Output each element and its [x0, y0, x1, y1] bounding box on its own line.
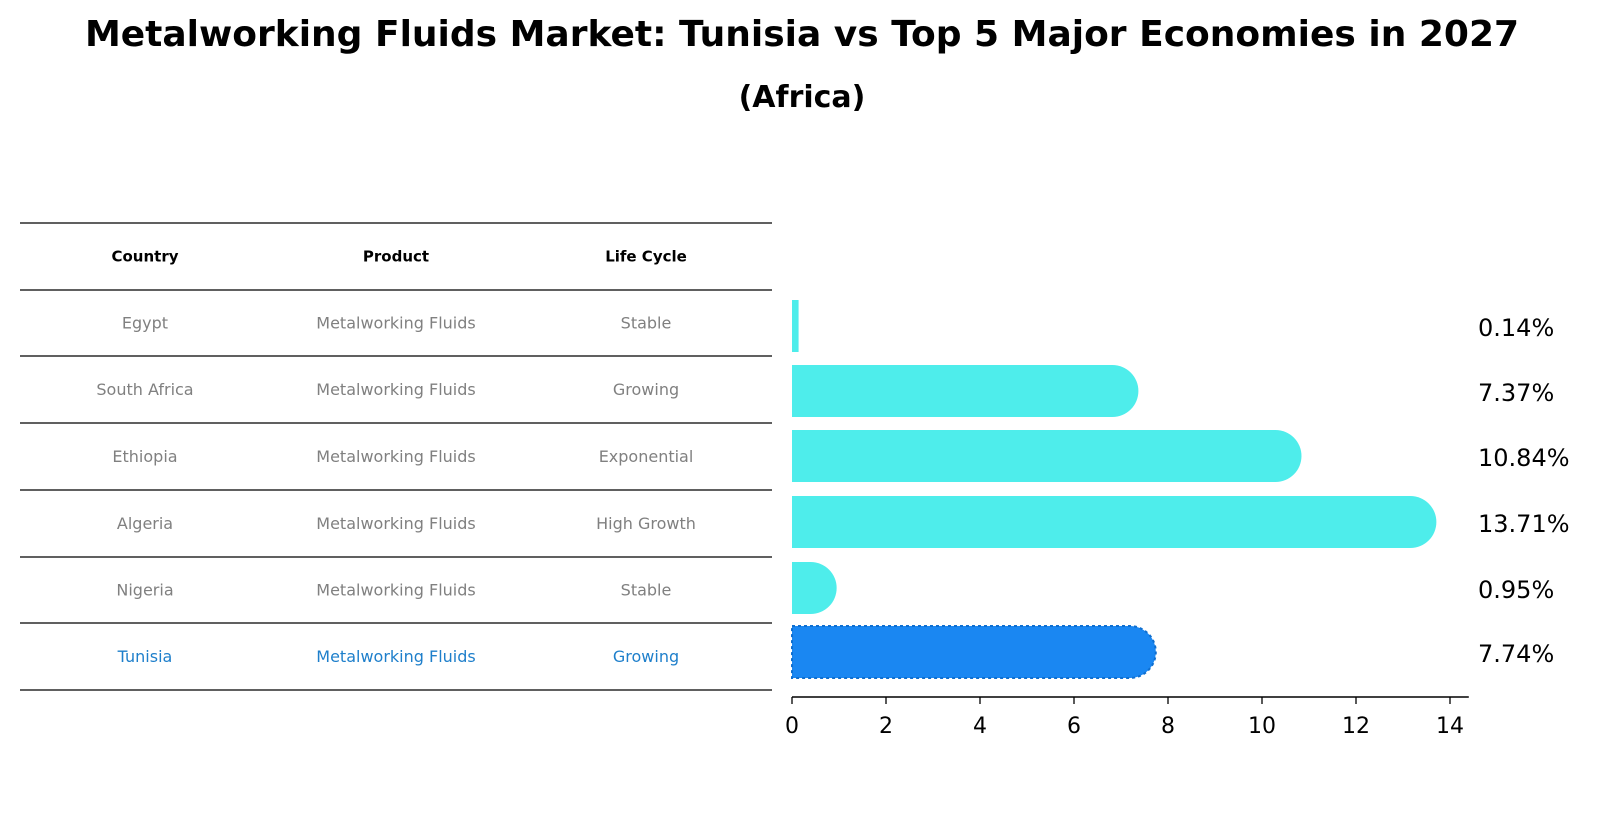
x-tick-label: 12: [1342, 714, 1370, 739]
bar-algeria: [792, 496, 1437, 548]
table-cell: Nigeria: [116, 581, 173, 600]
chart-subtitle: (Africa): [738, 80, 866, 115]
data-label: 7.37%: [1478, 379, 1554, 407]
data-label: 0.95%: [1478, 576, 1554, 604]
x-tick-label: 14: [1436, 714, 1464, 739]
bar-chart: 0.14% 7.37% 10.84% 13.71% 0.95% 7.74% 0 2 4 6 8 10 1…: [785, 300, 1570, 739]
table-cell: Tunisia: [117, 647, 173, 666]
table-cell: Growing: [613, 647, 679, 666]
table-cell: Metalworking Fluids: [316, 314, 475, 333]
table-cell: Metalworking Fluids: [316, 514, 475, 533]
x-tick-label: 2: [879, 714, 893, 739]
table-cell: Growing: [613, 380, 679, 399]
bar-egypt: [792, 300, 799, 352]
bar-south-africa: [792, 365, 1139, 417]
x-tick-label: 0: [785, 714, 799, 739]
table-cell: Stable: [621, 581, 672, 600]
x-tick-label: 10: [1248, 714, 1276, 739]
table-cell: Metalworking Fluids: [316, 447, 475, 466]
bar-nigeria: [792, 562, 837, 614]
table-cell: Exponential: [599, 447, 694, 466]
data-label: 0.14%: [1478, 314, 1554, 342]
chart-title: Metalworking Fluids Market: Tunisia vs T…: [84, 14, 1520, 55]
table-cell: Egypt: [122, 314, 168, 333]
x-tick-label: 6: [1067, 714, 1081, 739]
table-cell: Algeria: [117, 514, 173, 533]
table-cell: Metalworking Fluids: [316, 647, 475, 666]
x-tick-label: 8: [1161, 714, 1175, 739]
bar-tunisia: [792, 626, 1156, 678]
table-cell: Ethiopia: [112, 447, 177, 466]
data-label: 7.74%: [1478, 640, 1554, 668]
table-header-cell: Life Cycle: [605, 248, 687, 266]
table-cell: Metalworking Fluids: [316, 380, 475, 399]
table-cell: South Africa: [96, 380, 193, 399]
table-header-cell: Product: [363, 248, 429, 266]
bar-highlight-outline: [791, 625, 1157, 679]
table-cell: High Growth: [596, 514, 696, 533]
data-label: 10.84%: [1478, 444, 1570, 472]
table-header-cell: Country: [111, 248, 178, 266]
comparison-table: Country Product Life Cycle Egypt Metalworkin…: [20, 222, 772, 691]
data-label: 13.71%: [1478, 510, 1570, 538]
table-cell: Stable: [621, 314, 672, 333]
table-cell: Metalworking Fluids: [316, 581, 475, 600]
bar-ethiopia: [792, 430, 1302, 482]
x-tick-label: 4: [973, 714, 987, 739]
